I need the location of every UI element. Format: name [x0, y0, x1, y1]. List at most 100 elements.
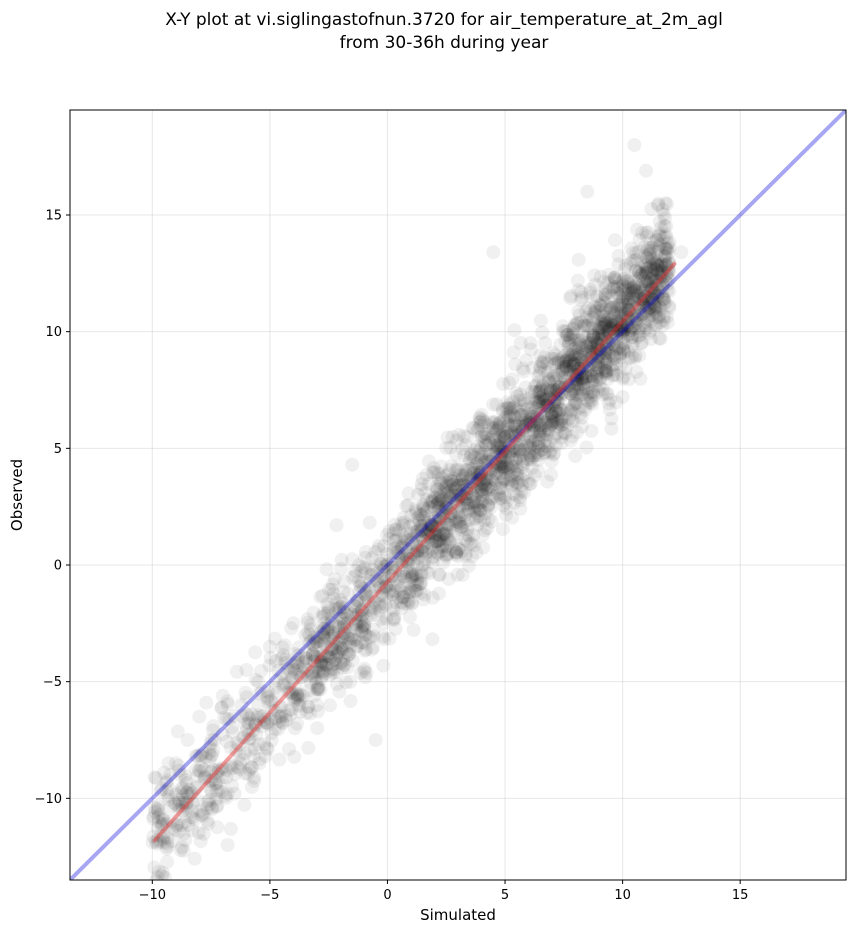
data-point	[658, 259, 673, 273]
data-point	[494, 457, 508, 472]
data-point	[306, 667, 321, 682]
data-point	[305, 669, 320, 684]
data-point	[295, 688, 310, 703]
data-point	[489, 444, 504, 459]
data-point	[384, 561, 399, 576]
data-point	[546, 388, 561, 403]
data-point	[288, 692, 303, 707]
data-point	[398, 541, 413, 556]
data-point	[349, 593, 364, 608]
data-point	[662, 298, 676, 313]
data-point	[376, 570, 391, 585]
data-point	[521, 446, 536, 461]
data-point	[454, 468, 469, 482]
data-point	[161, 756, 176, 771]
data-point	[458, 492, 473, 507]
data-point	[563, 353, 577, 368]
data-point	[585, 333, 600, 348]
data-point	[540, 414, 555, 428]
data-point	[643, 294, 657, 309]
data-point	[416, 532, 431, 547]
data-point	[645, 240, 660, 255]
data-point	[621, 312, 636, 327]
data-point	[515, 472, 530, 487]
data-point	[441, 466, 456, 481]
data-point	[299, 705, 314, 720]
data-point	[595, 327, 610, 342]
data-point	[620, 280, 635, 295]
data-point	[468, 484, 483, 499]
data-point	[385, 587, 400, 602]
data-point	[515, 478, 529, 493]
data-point	[430, 534, 445, 548]
data-point	[585, 373, 600, 388]
data-point	[359, 642, 373, 657]
data-point	[554, 418, 569, 433]
data-point	[157, 765, 172, 780]
data-point	[662, 300, 677, 315]
data-point	[503, 405, 518, 420]
data-point	[187, 812, 202, 827]
data-point	[493, 475, 508, 490]
data-point	[458, 548, 473, 563]
data-point	[559, 359, 573, 374]
data-point	[206, 719, 221, 734]
data-point	[644, 291, 659, 306]
data-point	[546, 410, 561, 425]
data-point	[215, 688, 230, 703]
data-point	[600, 342, 615, 357]
data-point	[514, 407, 529, 422]
data-point	[308, 649, 323, 664]
data-point	[450, 505, 465, 520]
data-point	[456, 519, 471, 534]
data-point	[282, 682, 297, 697]
data-point	[492, 436, 507, 451]
data-point	[462, 528, 476, 543]
data-point	[285, 671, 300, 686]
data-point	[176, 795, 191, 810]
data-point	[628, 284, 642, 298]
data-point	[621, 275, 635, 290]
data-point	[436, 555, 451, 570]
data-point	[583, 385, 597, 400]
data-point	[566, 357, 581, 372]
data-point	[605, 368, 620, 383]
data-point	[411, 544, 426, 558]
data-point	[316, 606, 331, 621]
data-point	[473, 418, 488, 433]
data-point	[414, 477, 429, 492]
data-point	[317, 627, 332, 642]
data-point	[522, 452, 536, 467]
data-point	[334, 655, 349, 670]
data-point	[520, 435, 535, 450]
data-point	[209, 766, 224, 781]
data-point	[439, 468, 454, 483]
data-point	[254, 719, 269, 734]
data-point	[572, 365, 587, 380]
data-point	[580, 318, 595, 333]
data-point	[388, 522, 403, 537]
data-point	[408, 501, 423, 516]
data-point	[584, 392, 599, 407]
data-point	[357, 619, 371, 634]
data-point	[614, 357, 629, 372]
data-point	[358, 670, 373, 685]
data-point	[188, 781, 203, 796]
data-point	[317, 649, 332, 664]
data-point	[326, 591, 341, 606]
data-point	[609, 327, 624, 342]
data-point	[644, 251, 659, 265]
data-point	[642, 325, 657, 340]
data-point	[503, 444, 518, 459]
data-point	[594, 321, 609, 335]
data-point	[508, 410, 523, 425]
data-point	[590, 289, 604, 304]
data-point	[386, 612, 401, 627]
data-point	[256, 709, 271, 723]
data-point	[629, 311, 644, 326]
data-point	[577, 329, 592, 344]
data-point	[239, 722, 254, 737]
data-point	[531, 435, 546, 450]
data-point	[342, 647, 357, 662]
data-point	[400, 597, 415, 611]
